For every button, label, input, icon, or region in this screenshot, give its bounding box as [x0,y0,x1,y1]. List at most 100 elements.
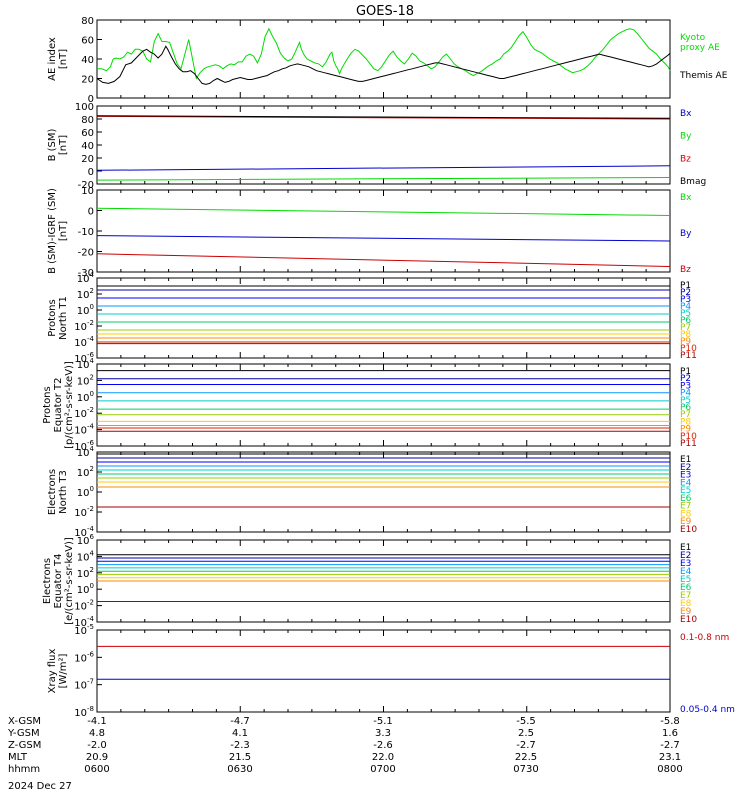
series-line-Bmag [96,115,671,119]
ytick-label: 10 [81,186,94,197]
legend-E9: E9 [680,517,692,527]
legend-By: By [680,229,692,239]
legend-P9: P9 [680,425,691,435]
time-row-value: 0700 [370,764,395,775]
time-row-value: 22.5 [515,752,537,763]
time-row-label: Y-GSM [7,728,40,739]
legend-P8: P8 [680,330,691,340]
legend-P3: P3 [680,381,691,391]
legend-0.05-0.4-nm: 0.05-0.4 nm [680,705,735,715]
time-row-value: -5.1 [373,716,393,727]
legend-P11: P11 [680,439,697,449]
time-row-value: -2.6 [373,740,393,751]
time-row-value: 2.5 [518,728,534,739]
legend-E7: E7 [680,591,691,601]
page-title: GOES-18 [356,4,414,19]
legend-E4: E4 [680,478,692,488]
legend-P11: P11 [680,351,697,361]
ytick-label: 80 [81,115,94,126]
legend-Themis-AE: Themis AE [679,71,728,81]
time-row-value: 22.0 [372,752,394,763]
legend-P2: P2 [680,374,691,384]
legend-E5: E5 [680,575,691,585]
time-row-value: 4.8 [89,728,105,739]
time-row-label: MLT [8,752,28,763]
time-row-value: -2.7 [516,740,536,751]
legend-E1: E1 [680,543,691,553]
legend-0.1-0.8-nm: 0.1-0.8 nm [680,633,729,643]
legend-P4: P4 [680,389,691,399]
ytick-label: 0 [88,207,94,218]
legend-P7: P7 [680,410,691,420]
legend-P2: P2 [680,288,691,298]
ytick-label: 60 [81,128,94,139]
legend-E10: E10 [680,615,697,625]
legend-P10: P10 [680,432,697,442]
legend-E4: E4 [680,567,692,577]
time-row-value: -4.7 [230,716,250,727]
panel-2: -30 -20 -10 0 10 B (SM)-IGRF (SM)[nT] Bx By Bz [47,186,692,279]
time-row-value: 1.6 [662,728,678,739]
legend-E2: E2 [680,551,691,561]
date-label: 2024 Dec 27 [8,781,72,792]
time-row-value: 20.9 [86,752,108,763]
series-line-By [96,177,671,181]
legend-E6: E6 [680,583,692,593]
legend-P10: P10 [680,344,697,354]
time-row-value: 0800 [657,764,682,775]
legend-E8: E8 [680,599,692,609]
y-axis-label: B (SM)-IGRF (SM)[nT] [47,188,69,274]
legend-E1: E1 [680,455,691,465]
ytick-label: -30 [78,268,94,279]
legend-P3: P3 [680,295,691,305]
legend-Bx: Bx [680,109,692,119]
series-line-Bx [96,165,671,171]
time-row-value: -2.7 [660,740,680,751]
time-row-value: 23.1 [659,752,681,763]
time-row-value: 3.3 [375,728,391,739]
ytick-label: 20 [81,75,94,86]
panel-1: -20 0 20 40 60 80 100 B (SM)[nT] Bx By Bz Bmag [47,102,706,191]
legend-E8: E8 [680,509,692,519]
time-row-value: 0630 [227,764,252,775]
ytick-label: 20 [81,154,94,165]
legend-P5: P5 [680,309,691,319]
ytick-label: -10 [78,227,94,238]
ytick-label: -20 [78,248,94,259]
legend-By: By [680,132,692,142]
y-axis-label: ProtonsNorth T1 [47,296,69,340]
series-line-Bz [96,253,671,267]
series-line-Bz [96,115,671,120]
ytick-label: 80 [81,16,94,27]
series-line-By [96,235,671,242]
time-row-value: -5.5 [516,716,536,727]
legend-P8: P8 [680,417,691,427]
y-axis-label: B (SM)[nT] [47,128,69,161]
legend-Bmag: Bmag [680,177,706,187]
legend-E3: E3 [680,471,691,481]
time-row-value: 0600 [84,764,109,775]
legend-Bz: Bz [680,154,691,164]
legend-P5: P5 [680,396,691,406]
legend-P6: P6 [680,316,691,326]
legend-P1: P1 [680,281,691,291]
legend-P4: P4 [680,302,691,312]
legend-P7: P7 [680,323,691,333]
time-row-value: -2.3 [230,740,250,751]
time-row-value: 0730 [513,764,538,775]
time-row-value: -4.1 [87,716,107,727]
legend-E2: E2 [680,463,691,473]
legend-Kyoto-proxy-AE: Kyoto proxy AE [680,33,720,53]
y-axis-label: ProtonsEquator T2[p/(cm²-s-sr-keV)] [42,361,75,449]
ytick-label: 0 [88,94,94,105]
y-axis-label: AE index[nT] [47,37,69,81]
legend-P9: P9 [680,337,691,347]
legend-E9: E9 [680,607,692,617]
time-row-label: hhmm [8,764,40,775]
y-axis-label: ElectronsEquator T4[e/(cm²-s-sr-keV)] [42,537,75,625]
ytick-label: 100 [75,102,94,113]
legend-E3: E3 [680,559,691,569]
